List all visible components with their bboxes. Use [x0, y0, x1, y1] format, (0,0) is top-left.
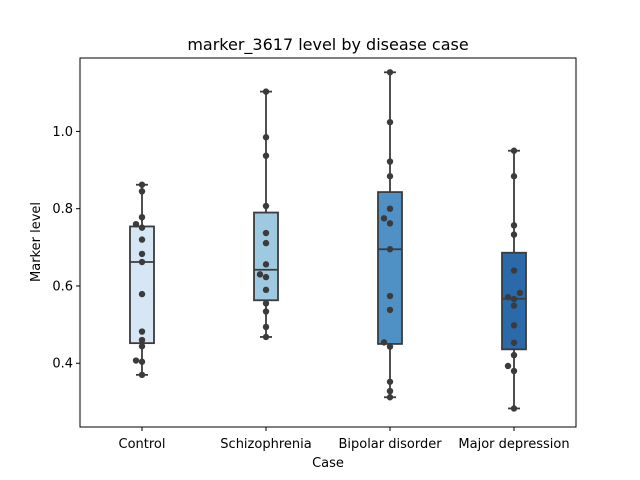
data-point — [510, 295, 518, 303]
y-tick-label: 0.6 — [52, 279, 73, 294]
y-tick-label: 0.8 — [52, 202, 73, 217]
data-point — [138, 343, 146, 350]
data-point — [138, 336, 146, 344]
data-point — [510, 267, 518, 274]
data-point — [138, 236, 146, 243]
data-point — [386, 118, 394, 126]
data-point — [516, 289, 524, 297]
data-point — [510, 367, 518, 375]
data-point — [262, 323, 270, 331]
data-point — [132, 357, 140, 364]
data-point — [138, 224, 146, 231]
data-point — [262, 152, 270, 159]
data-point — [138, 290, 146, 298]
data-point — [504, 293, 512, 301]
plot-area: 0.4 0.6 0.8 1.0 Control Schizophrenia Bipolar … — [52, 69, 570, 452]
data-point — [262, 273, 270, 281]
data-point — [138, 213, 146, 221]
data-point — [504, 362, 512, 370]
data-point — [510, 351, 518, 359]
data-point — [386, 158, 394, 165]
x-tick-label: Major depression — [458, 437, 569, 452]
x-axis-label: Case — [312, 456, 344, 471]
y-axis-label: Marker level — [29, 202, 44, 282]
data-point — [386, 387, 394, 395]
data-point — [510, 222, 518, 229]
data-point — [510, 302, 518, 309]
data-point — [138, 328, 146, 335]
data-point — [132, 220, 140, 228]
plot-frame — [79, 57, 577, 428]
data-point — [138, 250, 146, 258]
x-tick-label: Schizophrenia — [220, 437, 311, 452]
data-point — [138, 371, 146, 379]
data-point — [262, 333, 270, 341]
data-point — [380, 215, 388, 222]
y-tick-label: 0.4 — [52, 357, 73, 372]
data-point — [386, 394, 394, 401]
data-point — [262, 286, 270, 294]
data-point — [510, 405, 518, 412]
data-point — [256, 271, 264, 278]
data-point — [386, 220, 394, 227]
data-point — [138, 358, 146, 365]
x-tick-label: Control — [119, 437, 166, 452]
data-point — [510, 231, 518, 238]
data-point — [262, 134, 270, 141]
data-point — [386, 292, 394, 300]
data-point — [262, 308, 270, 315]
data-point — [510, 339, 518, 346]
data-point — [386, 306, 394, 314]
data-point — [262, 239, 270, 247]
data-point — [380, 339, 388, 346]
data-point — [138, 188, 146, 195]
data-point — [262, 261, 270, 268]
data-point — [510, 147, 518, 154]
data-point — [386, 343, 394, 350]
box-control — [129, 225, 155, 345]
data-point — [510, 173, 518, 180]
box-bipolar-disorder — [377, 191, 403, 345]
x-tick-label: Bipolar disorder — [338, 437, 442, 452]
data-point — [510, 322, 518, 329]
data-point — [262, 202, 270, 210]
data-point — [386, 205, 394, 212]
data-point — [386, 378, 394, 385]
y-tick-label: 1.0 — [52, 125, 73, 140]
chart-title: marker_3617 level by disease case — [187, 35, 468, 55]
data-point — [262, 229, 270, 237]
data-point — [386, 173, 394, 180]
data-point — [386, 69, 394, 76]
data-point — [262, 300, 270, 307]
data-point — [138, 258, 146, 266]
data-point — [138, 181, 146, 188]
data-point — [262, 88, 270, 95]
data-point — [386, 246, 394, 253]
